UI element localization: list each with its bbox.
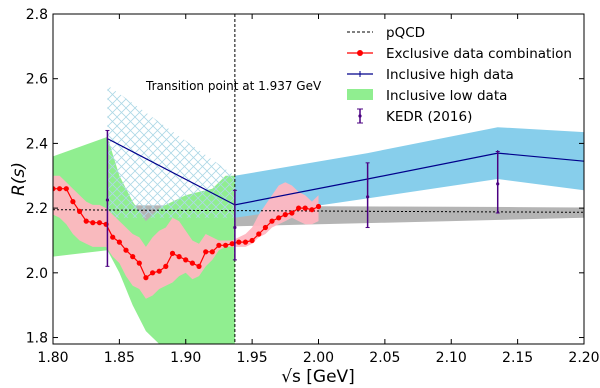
legend-item-inclusive-low: Inclusive low data [347, 88, 507, 104]
x-axis-title: √s [GeV] [281, 367, 355, 387]
exclusive-point [156, 268, 162, 274]
exclusive-point [203, 249, 209, 255]
legend-item-pqcd: pQCD [347, 25, 425, 41]
exclusive-point [302, 205, 308, 211]
exclusive-point [90, 220, 96, 226]
pqcd-line [53, 209, 584, 213]
exclusive-point [289, 210, 295, 216]
kedr-point [233, 225, 237, 230]
x-tick-label: 2.00 [303, 350, 334, 366]
y-tick-label: 2.6 [26, 72, 48, 88]
exclusive-point [63, 186, 69, 192]
legend: pQCD Exclusive data combination Inclusiv… [347, 25, 572, 125]
y-axis-title: R(s) [9, 162, 29, 196]
exclusive-point [223, 242, 229, 248]
x-tick-label: 2.15 [502, 350, 533, 366]
exclusive-point [110, 234, 116, 240]
legend-item-inclusive-high: Inclusive high data [347, 67, 514, 83]
exclusive-point [136, 260, 142, 266]
exclusive-band [53, 175, 319, 299]
legend-label-kedr: KEDR (2016) [386, 109, 472, 125]
inclusive-low-band [53, 136, 235, 344]
x-tick-label: 1.95 [237, 350, 268, 366]
legend-item-kedr: KEDR (2016) [357, 108, 472, 125]
legend-label-pqcd: pQCD [386, 25, 425, 41]
exclusive-point [116, 239, 122, 245]
transition-annotation: Transition point at 1.937 GeV [145, 79, 322, 93]
exclusive-point [296, 205, 302, 211]
exclusive-point [196, 263, 202, 269]
exclusive-point [256, 231, 262, 237]
exclusive-point [83, 218, 89, 224]
y-tick-label: 2.0 [26, 266, 48, 282]
legend-label-inclusive-high: Inclusive high data [386, 67, 514, 83]
exclusive-point [269, 218, 275, 224]
exclusive-point [176, 254, 182, 260]
x-tick-label: 1.85 [104, 350, 135, 366]
exclusive-point [315, 203, 322, 210]
inclusive-high-band [234, 127, 584, 218]
x-tick-label: 2.20 [568, 350, 599, 366]
y-tick-label: 2.8 [26, 7, 48, 23]
kedr-point [366, 195, 370, 199]
axis-ticks: 1.80 1.85 1.90 1.95 2.00 2.05 2.10 2.15 2.20 1.8 2… [26, 7, 600, 366]
exclusive-point [70, 199, 76, 205]
kedr-point [105, 198, 110, 202]
exclusive-point [282, 212, 288, 218]
exclusive-point [276, 215, 282, 221]
exclusive-point [57, 186, 63, 192]
exclusive-point [309, 207, 315, 213]
y-tick-label: 2.4 [26, 136, 48, 152]
exclusive-point [77, 208, 83, 214]
exclusive-point [262, 224, 268, 231]
exclusive-point [249, 237, 255, 244]
exclusive-point [169, 250, 176, 256]
legend-label-inclusive-low: Inclusive low data [386, 88, 507, 104]
exclusive-point [209, 249, 215, 255]
exclusive-point [189, 260, 195, 266]
kedr-point [496, 182, 500, 186]
x-tick-label: 2.10 [436, 350, 467, 366]
exclusive-point [53, 186, 56, 192]
exclusive-point [242, 239, 249, 245]
exclusive-point [183, 257, 189, 263]
x-tick-label: 1.80 [37, 350, 68, 366]
legend-label-exclusive: Exclusive data combination [386, 46, 572, 62]
exclusive-point [130, 254, 136, 260]
x-tick-label: 2.05 [369, 350, 400, 366]
exclusive-point [96, 220, 103, 226]
exclusive-point [123, 247, 129, 253]
exclusive-point [229, 241, 235, 247]
inclusive-high-hatch-band [107, 85, 235, 218]
plot-area [53, 14, 584, 344]
exclusive-point [216, 242, 222, 248]
x-tick-label: 1.90 [170, 350, 201, 366]
y-tick-label: 2.2 [26, 201, 48, 217]
legend-item-exclusive: Exclusive data combination [347, 46, 572, 62]
y-tick-label: 1.8 [26, 331, 48, 347]
exclusive-point [150, 270, 156, 276]
exclusive-point [236, 239, 242, 245]
exclusive-point [163, 263, 169, 269]
exclusive-point [143, 275, 149, 281]
